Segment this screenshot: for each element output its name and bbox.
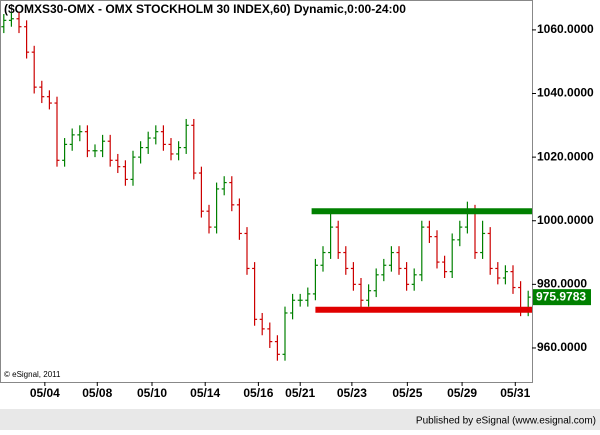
copyright: © eSignal, 2011 xyxy=(4,370,61,379)
x-tick-label: 05/23 xyxy=(337,386,367,400)
y-tick-label: 1020.0000 xyxy=(537,149,594,163)
x-tick-label: 05/21 xyxy=(285,386,315,400)
x-tick-label: 05/29 xyxy=(447,386,477,400)
y-tick-label: 1060.0000 xyxy=(537,22,594,36)
x-tick-label: 05/16 xyxy=(243,386,273,400)
y-tick-label: 980.0000 xyxy=(537,277,587,291)
y-tick-label: 1000.0000 xyxy=(537,213,594,227)
x-tick-label: 05/04 xyxy=(30,386,60,400)
x-tick-label: 05/10 xyxy=(137,386,167,400)
y-tick-label: 1040.0000 xyxy=(537,86,594,100)
last-price-box xyxy=(533,289,591,306)
plot-area xyxy=(0,0,533,383)
chart-title: ($OMXS30-OMX - OMX STOCKHOLM 30 INDEX,60… xyxy=(4,2,406,16)
y-tick-label: 960.0000 xyxy=(537,340,587,354)
x-tick-label: 05/25 xyxy=(392,386,422,400)
x-tick-label: 05/31 xyxy=(500,386,530,400)
last-price-label: 975.9783 xyxy=(536,289,586,303)
x-tick-label: 05/14 xyxy=(190,386,220,400)
x-tick-label: 05/08 xyxy=(82,386,112,400)
footer: Published by eSignal (www.esignal.com) xyxy=(416,416,596,427)
footer-bar xyxy=(0,409,600,430)
